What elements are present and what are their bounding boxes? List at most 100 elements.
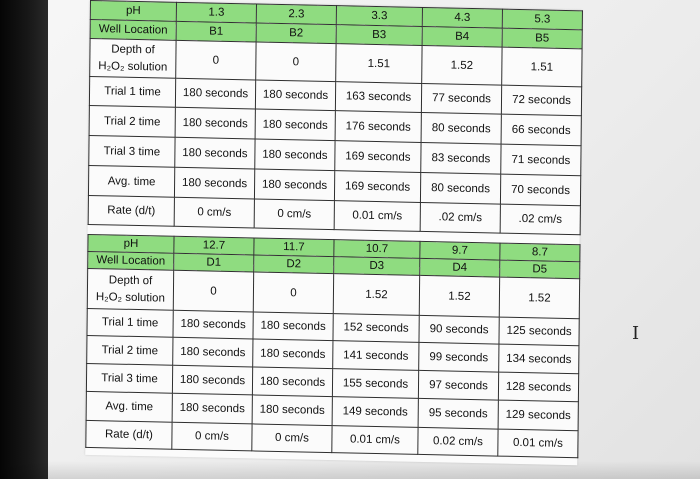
table-cell: 180 seconds [175, 107, 256, 139]
table-cell: 125 seconds [498, 317, 580, 346]
table-cell: 141 seconds [332, 340, 419, 371]
table-cell: 180 seconds [175, 78, 256, 109]
table-cell: 169 seconds [334, 140, 422, 173]
row-label: Trial 1 time [86, 308, 174, 338]
table-cell: B3 [336, 24, 423, 46]
ph-table-bottom: pH 12.7 11.7 10.7 9.7 8.7 Well Location D1 D2 D3 D… [85, 234, 581, 458]
row-label-line: Depth of [111, 42, 155, 56]
bottom-shadow [0, 461, 700, 479]
table-cell: 95 seconds [418, 398, 499, 430]
table-cell: 0 cm/s [171, 422, 253, 451]
row-label: Trial 2 time [89, 105, 176, 138]
table-cell: 152 seconds [332, 313, 420, 343]
table-cell: 80 seconds [421, 112, 502, 145]
table-cell: 0 [175, 40, 257, 80]
table-cell: 97 seconds [418, 370, 499, 401]
table-cell: 1.51 [501, 47, 583, 87]
data-sheet: pH 1.3 2.3 3.3 4.3 5.3 Well Location B1 B2 B3 B4 B5… [85, 0, 583, 466]
table-cell: 169 seconds [334, 170, 421, 203]
table-cell: 180 seconds [254, 168, 335, 201]
table-cell: 4.3 [422, 7, 503, 29]
row-label-line: Depth of [108, 273, 153, 287]
table-cell: 163 seconds [335, 81, 422, 113]
table-cell: 129 seconds [498, 400, 579, 431]
table-cell: 128 seconds [498, 372, 579, 402]
table-cell: 155 seconds [332, 368, 419, 399]
table-cell: 1.52 [419, 275, 500, 318]
table-cell: 70 seconds [500, 174, 581, 206]
table-cell: 0 cm/s [251, 423, 333, 453]
table-cell: 0 cm/s [174, 197, 255, 228]
table-cell: 180 seconds [252, 311, 334, 341]
table-cell: 0.02 cm/s [417, 427, 499, 457]
table-cell: 80 seconds [420, 172, 501, 205]
row-label: Depth of H₂O₂ solution [87, 268, 174, 311]
table-cell: 77 seconds [421, 83, 502, 115]
row-label: Well Location [87, 251, 174, 271]
row-label-line: H₂O₂ solution [98, 59, 168, 74]
row-label: pH [87, 234, 175, 254]
table-cell: 0.01 cm/s [331, 425, 419, 455]
table-cell: 180 seconds [174, 167, 255, 199]
table-cell: 180 seconds [252, 394, 333, 426]
table-cell: 1.51 [335, 43, 423, 84]
table-cell: 0 cm/s [254, 198, 335, 230]
table-cell: 5.3 [502, 9, 583, 30]
ph-table-top: pH 1.3 2.3 3.3 4.3 5.3 Well Location B1 B2 B3 B4 B5… [88, 0, 583, 235]
table-cell: 90 seconds [418, 315, 500, 345]
table-cell: D2 [253, 254, 334, 274]
table-cell: 99 seconds [418, 342, 499, 373]
table-cell: 83 seconds [420, 142, 502, 175]
table-cell: .02 cm/s [420, 202, 501, 234]
row-label: pH [90, 0, 177, 22]
table-cell: 180 seconds [255, 108, 336, 141]
table-cell: 1.52 [499, 277, 580, 319]
table-cell: D1 [173, 253, 254, 272]
table-cell: 66 seconds [501, 114, 582, 146]
table-cell: 3.3 [336, 5, 423, 27]
table-cell: 180 seconds [255, 79, 336, 111]
table-cell: 180 seconds [172, 365, 253, 395]
table-cell: D5 [499, 260, 580, 279]
text-cursor-icon: I [632, 323, 640, 344]
table-cell: 180 seconds [254, 138, 336, 171]
table-cell: 180 seconds [172, 337, 253, 367]
table-cell: D3 [333, 256, 420, 276]
table-cell: 134 seconds [498, 344, 579, 374]
table-cell: 1.52 [333, 273, 420, 316]
table-cell: 11.7 [253, 237, 335, 257]
table-cell: 180 seconds [172, 310, 254, 339]
dark-edge [0, 0, 48, 479]
table-cell: 180 seconds [252, 366, 333, 397]
row-label: Depth of H₂O₂ solution [89, 38, 177, 79]
table-cell: 0.01 cm/s [497, 429, 579, 458]
table-cell: 0 [173, 270, 254, 312]
table-cell: 2.3 [256, 3, 337, 25]
table-cell: 180 seconds [252, 338, 333, 369]
row-label: Well Location [90, 19, 177, 41]
row-label: Trial 2 time [86, 335, 173, 366]
table-cell: 1.52 [421, 45, 503, 86]
table-cell: B2 [256, 22, 337, 44]
table-cell: D4 [419, 258, 500, 278]
table-cell: 176 seconds [335, 110, 422, 143]
row-label-line: H₂O₂ solution [95, 290, 165, 305]
row-label: Rate (d/t) [85, 420, 173, 450]
table-cell: 0.01 cm/s [334, 200, 421, 232]
table-cell: 12.7 [173, 236, 255, 255]
table-cell: B5 [502, 28, 583, 49]
table-cell: 71 seconds [500, 144, 582, 176]
table-cell: 180 seconds [172, 393, 253, 424]
table-cell: 72 seconds [501, 85, 582, 116]
row-label: Trial 1 time [89, 76, 176, 108]
row-label: Rate (d/t) [88, 195, 175, 227]
table-cell: 9.7 [419, 241, 501, 261]
table-cell: 1.3 [176, 2, 257, 23]
table-cell: B4 [422, 26, 503, 48]
table-cell: 149 seconds [332, 396, 419, 428]
table-cell: 180 seconds [174, 137, 256, 169]
table-cell: 8.7 [499, 243, 581, 262]
row-label: Trial 3 time [88, 135, 176, 168]
table-cell: 10.7 [333, 239, 421, 259]
row-label: Avg. time [88, 165, 175, 198]
